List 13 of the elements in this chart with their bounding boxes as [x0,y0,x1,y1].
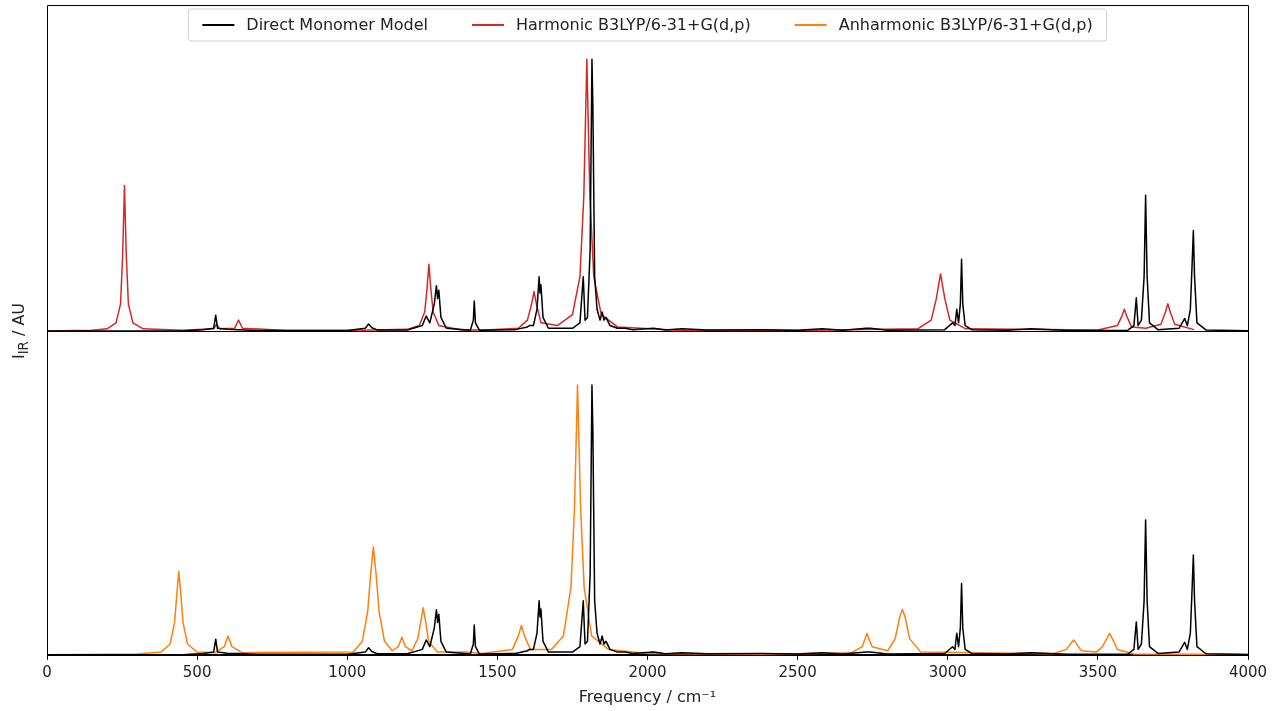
x-tick-label: 2000 [628,662,667,681]
legend-label: Harmonic B3LYP/6-31+G(d,p) [515,15,751,35]
x-tick-label: 2500 [778,662,817,681]
x-tick-label: 3500 [1078,662,1117,681]
x-tick-label: 0 [42,662,52,681]
x-tick-label: 3000 [928,662,967,681]
x-tick-label: 1000 [328,662,367,681]
text: Anharmonic B3LYP/6-31+G(d,p) [838,15,1093,35]
x-axis-title: Frequency / cm⁻¹ [578,686,717,706]
x-tick-label: 4000 [1228,662,1268,681]
legend-label: Direct Monomer Model [246,15,428,35]
x-tick-label: 500 [182,662,212,681]
x-tick-label: 1500 [478,662,517,681]
